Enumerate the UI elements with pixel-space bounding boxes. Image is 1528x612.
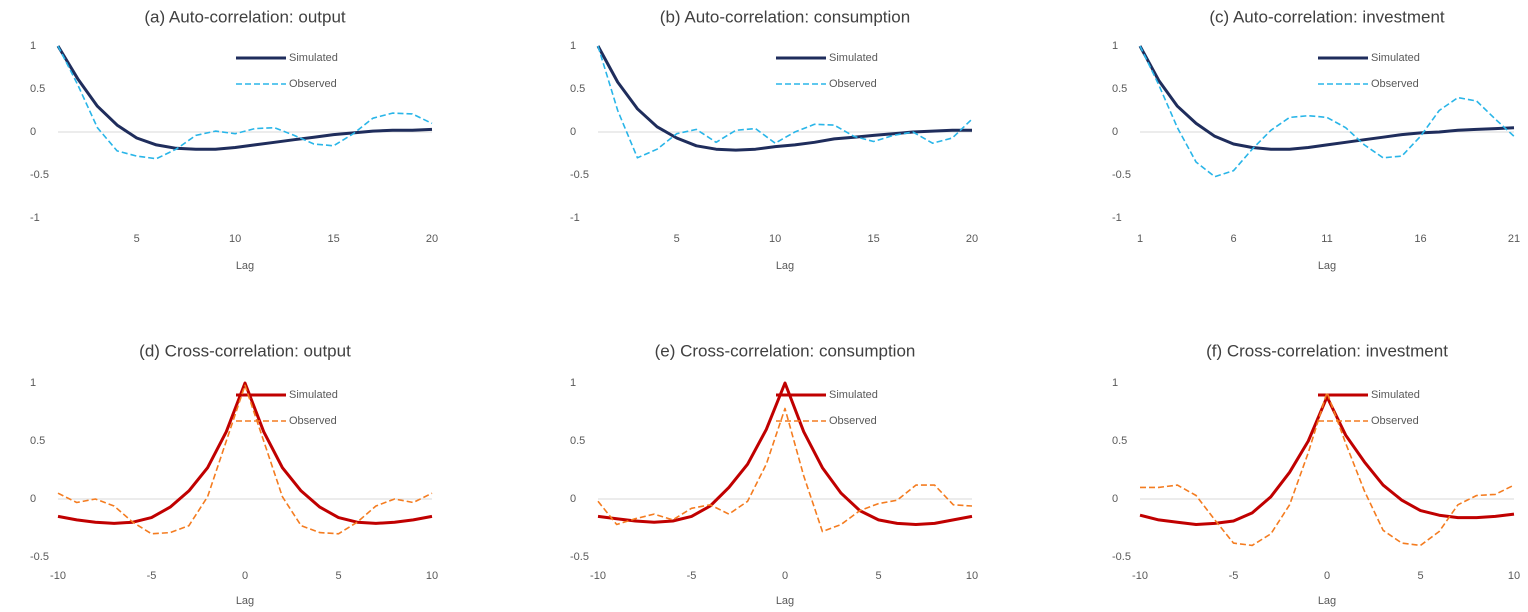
- y-tick-label: 1: [1112, 40, 1118, 52]
- y-tick-label: 0.5: [1112, 83, 1127, 95]
- legend-label: Simulated: [829, 52, 878, 64]
- x-tick-label: 0: [242, 570, 248, 582]
- chart-title: (c) Auto-correlation: investment: [1209, 7, 1445, 26]
- data-line: [1139, 45, 1515, 178]
- legend-label: Observed: [289, 78, 337, 90]
- y-tick-label: 0: [570, 493, 576, 505]
- x-tick-label: 5: [674, 233, 680, 245]
- y-tick-label: -1: [1112, 212, 1122, 224]
- data-line: [57, 384, 433, 535]
- y-tick-label: 0.5: [1112, 435, 1127, 447]
- data-line: [597, 407, 973, 533]
- chart-title: (f) Cross-correlation: investment: [1206, 341, 1448, 360]
- data-line: [57, 45, 433, 160]
- y-tick-label: 0: [1112, 493, 1118, 505]
- y-tick-label: -1: [570, 212, 580, 224]
- y-tick-label: 1: [570, 377, 576, 389]
- x-tick-label: 10: [1508, 570, 1520, 582]
- x-tick-label: 5: [875, 570, 881, 582]
- x-tick-label: 5: [1417, 570, 1423, 582]
- data-line: [56, 45, 433, 151]
- x-tick-label: 10: [769, 233, 781, 245]
- legend-label: Simulated: [289, 52, 338, 64]
- legend-label: Simulated: [1371, 52, 1420, 64]
- x-axis-label: Lag: [776, 260, 794, 272]
- x-tick-label: 5: [134, 233, 140, 245]
- x-tick-label: 10: [229, 233, 241, 245]
- y-tick-label: -0.5: [30, 551, 49, 563]
- data-line: [597, 381, 973, 526]
- legend-label: Simulated: [289, 389, 338, 401]
- y-tick-label: 1: [30, 40, 36, 52]
- x-axis-label: Lag: [1318, 260, 1336, 272]
- x-tick-label: 16: [1414, 233, 1426, 245]
- chart-title: (e) Cross-correlation: consumption: [655, 341, 916, 360]
- y-tick-label: 1: [1112, 377, 1118, 389]
- legend-label: Observed: [1371, 415, 1419, 427]
- y-tick-label: 0: [1112, 126, 1118, 138]
- y-tick-label: 1: [570, 40, 576, 52]
- y-tick-label: 0.5: [30, 435, 45, 447]
- legend-label: Simulated: [829, 389, 878, 401]
- legend-label: Simulated: [1371, 389, 1420, 401]
- y-tick-label: 0.5: [570, 83, 585, 95]
- legend-label: Observed: [829, 415, 877, 427]
- x-tick-label: 6: [1230, 233, 1236, 245]
- x-tick-label: -5: [147, 570, 157, 582]
- x-tick-label: 15: [867, 233, 879, 245]
- x-tick-label: -10: [1132, 570, 1148, 582]
- y-tick-label: 1: [30, 377, 36, 389]
- chart-title: (a) Auto-correlation: output: [144, 7, 346, 26]
- y-tick-label: -0.5: [1112, 169, 1131, 181]
- y-tick-label: -0.5: [570, 169, 589, 181]
- x-axis-label: Lag: [236, 595, 254, 607]
- chart-title: (d) Cross-correlation: output: [139, 341, 351, 360]
- y-tick-label: 0.5: [30, 83, 45, 95]
- data-line: [1138, 45, 1515, 151]
- x-tick-label: -10: [50, 570, 66, 582]
- y-tick-label: 0.5: [570, 435, 585, 447]
- x-tick-label: -5: [687, 570, 697, 582]
- x-tick-label: -10: [590, 570, 606, 582]
- y-tick-label: -0.5: [570, 551, 589, 563]
- y-tick-label: 0: [570, 126, 576, 138]
- x-tick-label: 15: [327, 233, 339, 245]
- x-tick-label: -5: [1229, 570, 1239, 582]
- x-tick-label: 0: [1324, 570, 1330, 582]
- y-tick-label: 0: [30, 126, 36, 138]
- data-line: [1140, 391, 1515, 547]
- x-axis-label: Lag: [776, 595, 794, 607]
- x-axis-label: Lag: [1318, 595, 1336, 607]
- x-tick-label: 5: [335, 570, 341, 582]
- x-tick-label: 11: [1321, 233, 1332, 245]
- legend-label: Observed: [829, 78, 877, 90]
- y-tick-label: -0.5: [1112, 551, 1131, 563]
- x-tick-label: 20: [426, 233, 438, 245]
- y-tick-label: -0.5: [30, 169, 49, 181]
- chart-title: (b) Auto-correlation: consumption: [660, 7, 910, 26]
- data-line: [597, 45, 973, 159]
- y-tick-label: -1: [30, 212, 40, 224]
- x-tick-label: 10: [966, 570, 978, 582]
- legend-label: Observed: [1371, 78, 1419, 90]
- x-axis-label: Lag: [236, 260, 254, 272]
- data-line: [1139, 395, 1515, 526]
- x-tick-label: 1: [1137, 233, 1143, 245]
- x-tick-label: 10: [426, 570, 438, 582]
- data-line: [57, 381, 433, 525]
- x-tick-label: 21: [1508, 233, 1520, 245]
- x-tick-label: 0: [782, 570, 788, 582]
- y-tick-label: 0: [30, 493, 36, 505]
- legend-label: Observed: [289, 415, 337, 427]
- x-tick-label: 20: [966, 233, 978, 245]
